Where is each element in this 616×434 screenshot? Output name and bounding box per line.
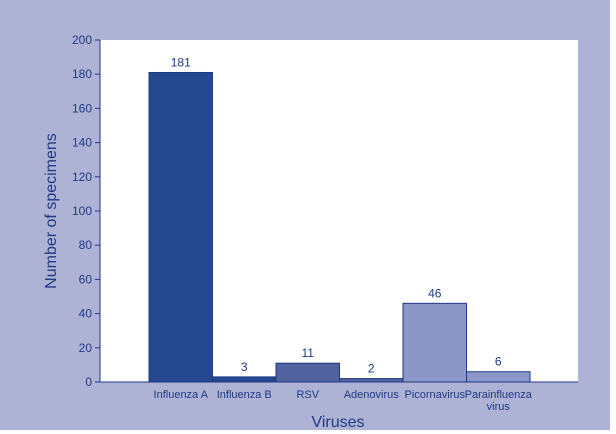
- bar: [402, 302, 467, 383]
- y-axis-ticks: 0 20 40 60 80 100 120 140 160 180 200: [72, 33, 100, 389]
- x-tick-label: RSV: [296, 389, 319, 401]
- x-tick-label-line: Influenza B: [217, 389, 272, 401]
- x-tick-label-line: Adenovirus: [344, 389, 400, 401]
- x-tick-label: Influenza A: [154, 389, 209, 401]
- y-tick-label: 120: [72, 170, 92, 184]
- x-axis-title: Viruses: [311, 414, 364, 430]
- bars-layer: [148, 71, 531, 383]
- y-tick-label: 100: [72, 204, 92, 218]
- data-label: 181: [171, 55, 191, 69]
- x-tick-label-line: RSV: [296, 389, 319, 401]
- y-tick-label: 60: [79, 272, 93, 286]
- x-tick-label: Parainfluenza virus: [465, 389, 533, 413]
- data-label: 46: [428, 286, 442, 300]
- x-tick-label-line: Parainfluenza: [465, 389, 533, 401]
- y-tick-label: 160: [72, 101, 92, 115]
- y-tick-label: 200: [72, 33, 92, 47]
- data-label: 2: [368, 362, 375, 376]
- y-axis-title: Number of specimens: [43, 133, 60, 289]
- bar: [466, 371, 531, 383]
- x-tick-label-line: Picornavirus: [404, 389, 465, 401]
- x-tick-label-line: Influenza A: [154, 389, 209, 401]
- y-tick-label: 20: [79, 341, 93, 355]
- y-tick-label: 40: [79, 307, 93, 321]
- x-tick-label-line: virus: [487, 401, 511, 413]
- bar: [275, 362, 340, 383]
- data-label: 6: [495, 355, 502, 369]
- bar: [148, 71, 213, 383]
- bar: [212, 376, 277, 383]
- data-label: 11: [302, 346, 315, 360]
- y-tick-label: 140: [72, 136, 92, 150]
- bar: [339, 378, 404, 383]
- data-label: 3: [241, 360, 248, 374]
- y-tick-label: 180: [72, 67, 92, 81]
- y-tick-label: 80: [79, 238, 93, 252]
- y-tick-label: 0: [85, 375, 92, 389]
- x-axis-category-labels: Influenza A Influenza B RSV Adenovirus Picor…: [154, 389, 533, 413]
- x-tick-label: Influenza B: [217, 389, 272, 401]
- data-labels-layer: 181 3 11 2 46 6: [171, 55, 502, 375]
- x-tick-label: Picornavirus: [404, 389, 465, 401]
- x-tick-label: Adenovirus: [344, 389, 400, 401]
